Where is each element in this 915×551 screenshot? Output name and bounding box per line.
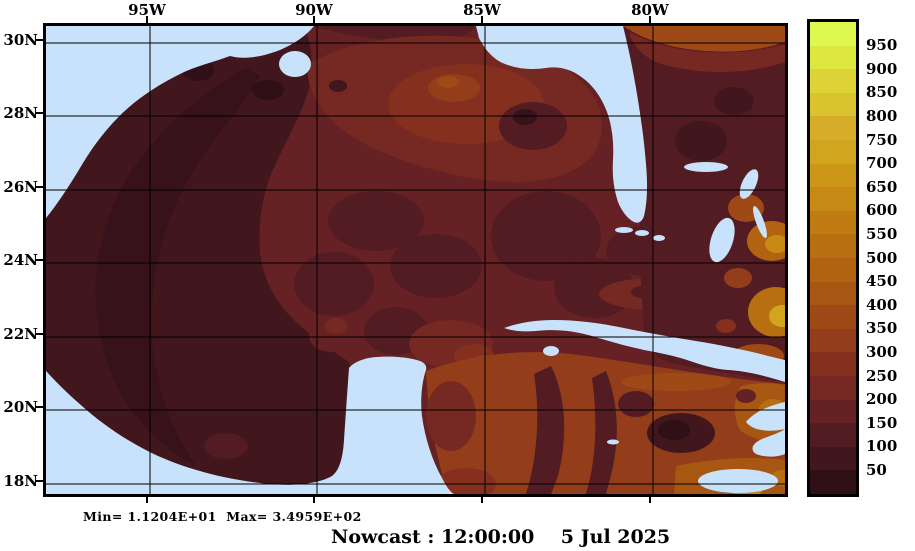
colorbar-tick-500: 500	[866, 248, 898, 267]
lon-tick	[649, 16, 651, 23]
lon-tick	[481, 16, 483, 23]
colorbar-band	[810, 22, 856, 46]
cuba-land	[504, 320, 785, 382]
colorbar-tick-200: 200	[866, 390, 898, 409]
cayman-island	[607, 439, 619, 445]
colorbar-tick-400: 400	[866, 295, 898, 314]
florida-keys	[635, 230, 649, 236]
lon-tick	[481, 497, 483, 503]
lat-label-20N: 20N	[3, 398, 38, 416]
nowcast-caption: Nowcast : 12:00:00 5 Jul 2025	[331, 526, 671, 548]
colorbar-band	[810, 45, 856, 70]
colorbar-band	[810, 399, 856, 424]
lat-label-22N: 22N	[3, 325, 38, 343]
hispaniola-land	[746, 402, 785, 457]
isla-juventud	[543, 346, 559, 356]
colorbar-band	[810, 423, 856, 447]
ocean-layer	[46, 26, 785, 494]
colorbar-band	[810, 69, 856, 93]
gulf-of-mexico-map	[46, 26, 785, 494]
lon-label-90W: 90W	[295, 1, 333, 19]
jamaica-land	[698, 469, 778, 493]
lon-tick	[313, 497, 315, 503]
colorbar-band	[810, 305, 856, 329]
abaco-island	[739, 169, 759, 199]
colorbar-tick-50: 50	[866, 460, 887, 479]
colorbar-band	[810, 234, 856, 258]
florida-keys	[615, 227, 633, 233]
eleuthera-island	[753, 205, 767, 239]
colorbar-band	[810, 116, 856, 140]
andros-island	[709, 217, 735, 263]
colorbar-tick-750: 750	[866, 130, 898, 149]
colorbar-tick-950: 950	[866, 36, 898, 55]
lat-label-18N: 18N	[3, 472, 38, 490]
colorbar-tick-600: 600	[866, 201, 898, 220]
lat-tick	[35, 480, 43, 482]
colorbar-band	[810, 352, 856, 376]
lon-label-95W: 95W	[128, 1, 166, 19]
lat-label-26N: 26N	[3, 178, 38, 196]
colorbar-band	[810, 328, 856, 353]
grid-layer	[46, 26, 785, 494]
florida-keys	[653, 235, 665, 241]
colorbar-band	[810, 210, 856, 235]
us-mexico-coast-land	[46, 26, 314, 218]
lon-tick	[146, 16, 148, 23]
mississippi-delta-land	[279, 51, 311, 77]
colorbar-band	[810, 163, 856, 188]
lat-tick	[35, 333, 43, 335]
colorbar-tick-300: 300	[866, 342, 898, 361]
lon-label-80W: 80W	[631, 1, 669, 19]
lat-tick	[35, 406, 43, 408]
colorbar-tick-650: 650	[866, 177, 898, 196]
colorbar-tick-100: 100	[866, 437, 898, 456]
lat-tick	[35, 186, 43, 188]
colorbar-tick-800: 800	[866, 106, 898, 125]
lat-label-28N: 28N	[3, 104, 38, 122]
lon-tick	[649, 497, 651, 503]
colorbar-tick-700: 700	[866, 154, 898, 173]
colorbar-band	[810, 281, 856, 306]
colorbar-tick-450: 450	[866, 272, 898, 291]
lat-tick	[35, 259, 43, 261]
lat-tick	[35, 112, 43, 114]
mexico-yucatan-land	[46, 356, 454, 494]
colorbar-tick-850: 850	[866, 83, 898, 102]
colorbar-tick-150: 150	[866, 413, 898, 432]
lon-tick	[313, 16, 315, 23]
land-layer	[46, 26, 785, 494]
colorbar-band	[810, 139, 856, 164]
colorbar-band	[810, 187, 856, 211]
map-plot-area	[43, 23, 788, 497]
lat-label-24N: 24N	[3, 251, 38, 269]
colorbar-band	[810, 257, 856, 282]
minmax-stats: Min= 1.1204E+01 Max= 3.4959E+02	[83, 509, 362, 524]
lon-tick	[146, 497, 148, 503]
colorbar-tick-900: 900	[866, 59, 898, 78]
lon-label-85W: 85W	[463, 1, 501, 19]
colorbar-band	[810, 470, 856, 494]
florida-land	[476, 26, 648, 223]
colorbar-band	[810, 375, 856, 400]
colorbar-band	[810, 446, 856, 471]
lat-label-30N: 30N	[3, 31, 38, 49]
colorbar-band	[810, 92, 856, 117]
colorbar-tick-250: 250	[866, 366, 898, 385]
colorbar	[807, 19, 859, 497]
lat-tick	[35, 39, 43, 41]
grand-bahama	[684, 162, 728, 172]
colorbar-tick-550: 550	[866, 224, 898, 243]
colorbar-tick-350: 350	[866, 319, 898, 338]
